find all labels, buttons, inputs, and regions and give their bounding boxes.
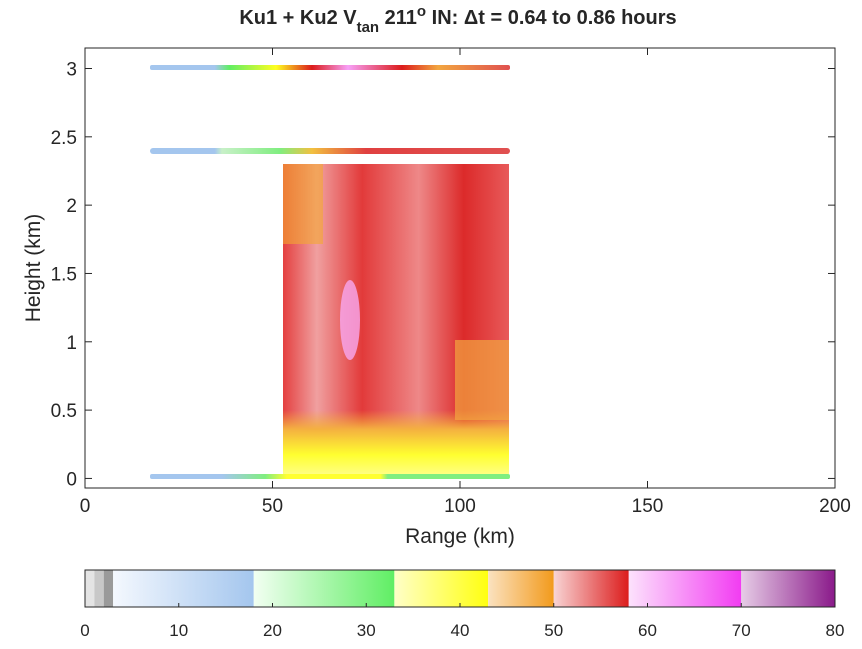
- colorbar-tick-label: 50: [544, 621, 563, 640]
- colorbar: [85, 570, 835, 607]
- radar-field: [150, 65, 510, 479]
- y-tick-label: 2.5: [51, 128, 77, 149]
- reflectivity-field: [283, 164, 323, 244]
- colorbar-tick-label: 20: [263, 621, 282, 640]
- colorbar-band: [628, 570, 742, 607]
- colorbar-band: [94, 570, 104, 607]
- colorbar-tick-label: 10: [169, 621, 188, 640]
- x-tick-label: 200: [819, 496, 851, 517]
- level-line: [150, 474, 510, 479]
- colorbar-band: [253, 570, 395, 607]
- x-axis-label: Range (km): [405, 525, 515, 548]
- y-tick-label: 1.5: [51, 264, 77, 285]
- colorbar-band: [741, 570, 835, 607]
- y-axis-label: Height (km): [22, 214, 45, 323]
- reflectivity-field: [340, 280, 360, 360]
- colorbar-tick-label: 30: [357, 621, 376, 640]
- y-tick-label: 3: [66, 59, 77, 80]
- level-line: [150, 148, 510, 154]
- x-tick-label: 50: [262, 496, 283, 517]
- colorbar-band: [113, 570, 254, 607]
- reflectivity-field: [283, 410, 509, 474]
- colorbar-band: [85, 570, 95, 607]
- x-tick-label: 150: [632, 496, 664, 517]
- y-tick-label: 0.5: [51, 401, 77, 422]
- colorbar-tick-label: 70: [732, 621, 751, 640]
- colorbar-tick-label: 60: [638, 621, 657, 640]
- title-part: tan: [357, 19, 380, 36]
- reflectivity-field: [455, 340, 509, 420]
- colorbar-tick-label: 0: [80, 621, 89, 640]
- colorbar-band: [394, 570, 489, 607]
- y-tick-label: 2: [66, 196, 77, 217]
- title-part: 211: [379, 7, 417, 29]
- colorbar-band: [553, 570, 629, 607]
- colorbar-band: [103, 570, 114, 607]
- colorbar-tick-label: 80: [826, 621, 845, 640]
- title-part: Ku1 + Ku2 V: [239, 7, 357, 29]
- colorbar-band: [488, 570, 554, 607]
- x-tick-label: 100: [444, 496, 476, 517]
- title-part: IN: Δt = 0.64 to 0.86 hours: [426, 7, 677, 29]
- level-line: [150, 65, 510, 70]
- colorbar-tick-label: 40: [451, 621, 470, 640]
- chart-title: Ku1 + Ku2 Vtan 211o IN: Δt = 0.64 to 0.8…: [239, 3, 676, 36]
- y-tick-label: 1: [66, 333, 77, 354]
- y-tick-label: 0: [66, 469, 77, 490]
- title-part: o: [417, 3, 426, 20]
- x-tick-label: 0: [80, 496, 91, 517]
